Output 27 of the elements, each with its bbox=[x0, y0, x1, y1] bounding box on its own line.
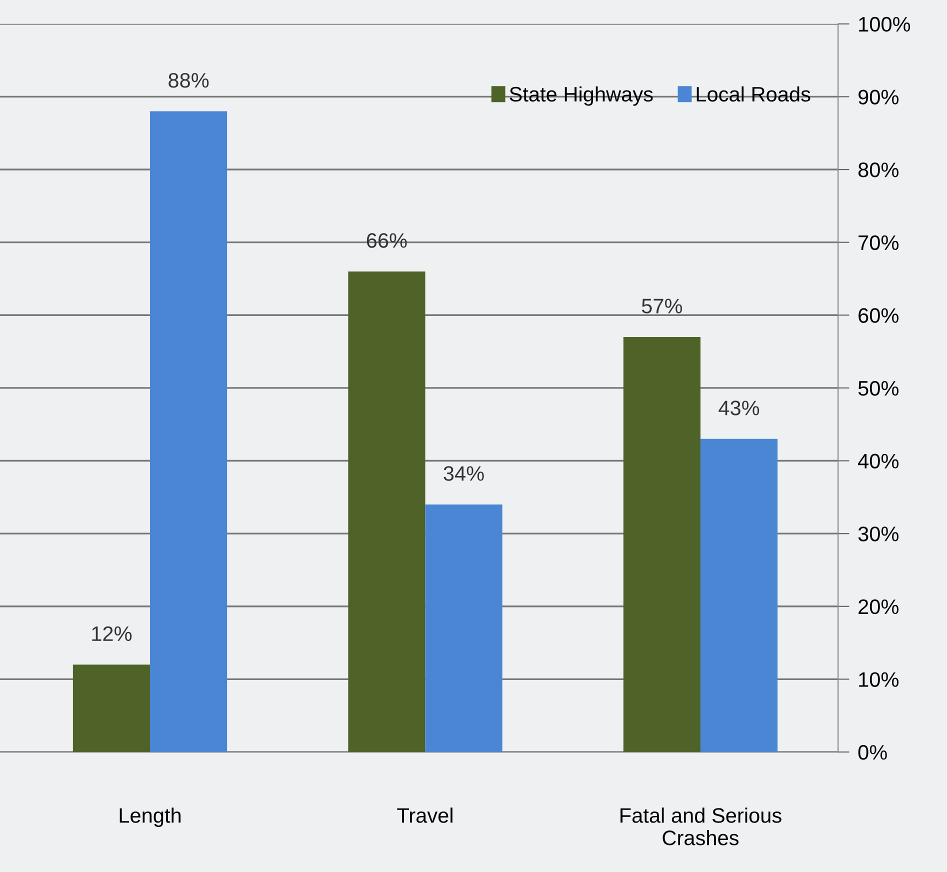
data-label: 88% bbox=[168, 72, 209, 88]
bar bbox=[72, 664, 150, 752]
y-tick-label: 10% bbox=[859, 672, 898, 687]
y-tick-label: 70% bbox=[858, 235, 898, 250]
data-label: 12% bbox=[92, 626, 132, 641]
legend-label: Local Roads bbox=[696, 86, 810, 102]
y-tick-label: 100% bbox=[859, 16, 910, 32]
y-tick-label: 80% bbox=[858, 162, 898, 178]
legend-label: State Highways bbox=[510, 86, 653, 106]
y-tick-label: 30% bbox=[858, 526, 898, 542]
x-tick-label: Fatal and Serious Crashes bbox=[620, 808, 782, 846]
x-tick-label: Travel bbox=[397, 808, 452, 823]
y-tick-label: 50% bbox=[858, 380, 898, 396]
bar bbox=[425, 504, 502, 752]
bar bbox=[150, 111, 228, 752]
bar bbox=[700, 438, 778, 752]
y-tick-label: 90% bbox=[858, 90, 898, 104]
data-label: 34% bbox=[444, 466, 484, 481]
y-tick-label: 60% bbox=[858, 308, 898, 323]
data-label: 43% bbox=[718, 400, 760, 416]
y-tick-label: 40% bbox=[858, 454, 898, 469]
x-tick-label: Length bbox=[120, 808, 181, 827]
y-tick-label: 0% bbox=[858, 745, 887, 760]
bar bbox=[348, 271, 426, 752]
data-label: 57% bbox=[642, 298, 682, 314]
bar bbox=[623, 336, 700, 752]
y-tick-label: 20% bbox=[858, 599, 898, 614]
